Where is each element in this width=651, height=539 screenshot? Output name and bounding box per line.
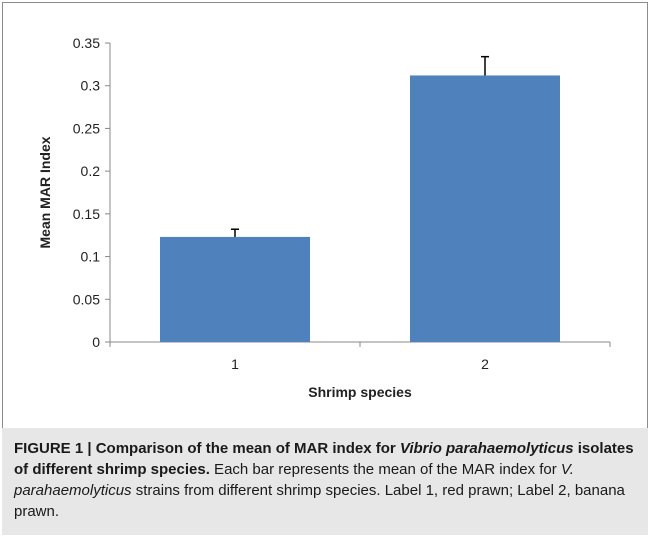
caption-body-1: Each bar represents the mean of the MAR … bbox=[209, 461, 561, 478]
bar bbox=[160, 236, 310, 342]
bars bbox=[160, 75, 560, 342]
y-tick-label: 0 bbox=[92, 334, 100, 350]
y-axis-title: Mean MAR Index bbox=[37, 136, 53, 248]
caption-body-italic: V. parahaemolyticus bbox=[14, 461, 574, 499]
figure-caption: FIGURE 1 | Comparison of the mean of MAR… bbox=[2, 428, 648, 535]
y-tick-label: 0.25 bbox=[73, 120, 100, 136]
y-tick-label: 0.05 bbox=[73, 291, 100, 307]
caption-label: FIGURE 1 | Comparison of the mean of MAR… bbox=[14, 440, 634, 478]
y-tick-label: 0.15 bbox=[73, 206, 100, 222]
caption-body-2: strains from different shrimp species. L… bbox=[14, 482, 625, 520]
y-tick-label: 0.35 bbox=[73, 35, 100, 51]
x-tick-label: 2 bbox=[481, 356, 489, 372]
y-axis-ticks: 0 0.05 0.1 0.15 0.2 0.25 0.3 0.35 bbox=[73, 35, 110, 350]
x-tick-label: 1 bbox=[231, 356, 239, 372]
x-axis-title: Shrimp species bbox=[308, 384, 412, 400]
y-tick-label: 0.2 bbox=[81, 163, 101, 179]
bar bbox=[410, 75, 560, 342]
y-tick-label: 0.1 bbox=[81, 249, 101, 265]
error-bars bbox=[231, 55, 489, 237]
y-tick-label: 0.3 bbox=[81, 78, 101, 94]
